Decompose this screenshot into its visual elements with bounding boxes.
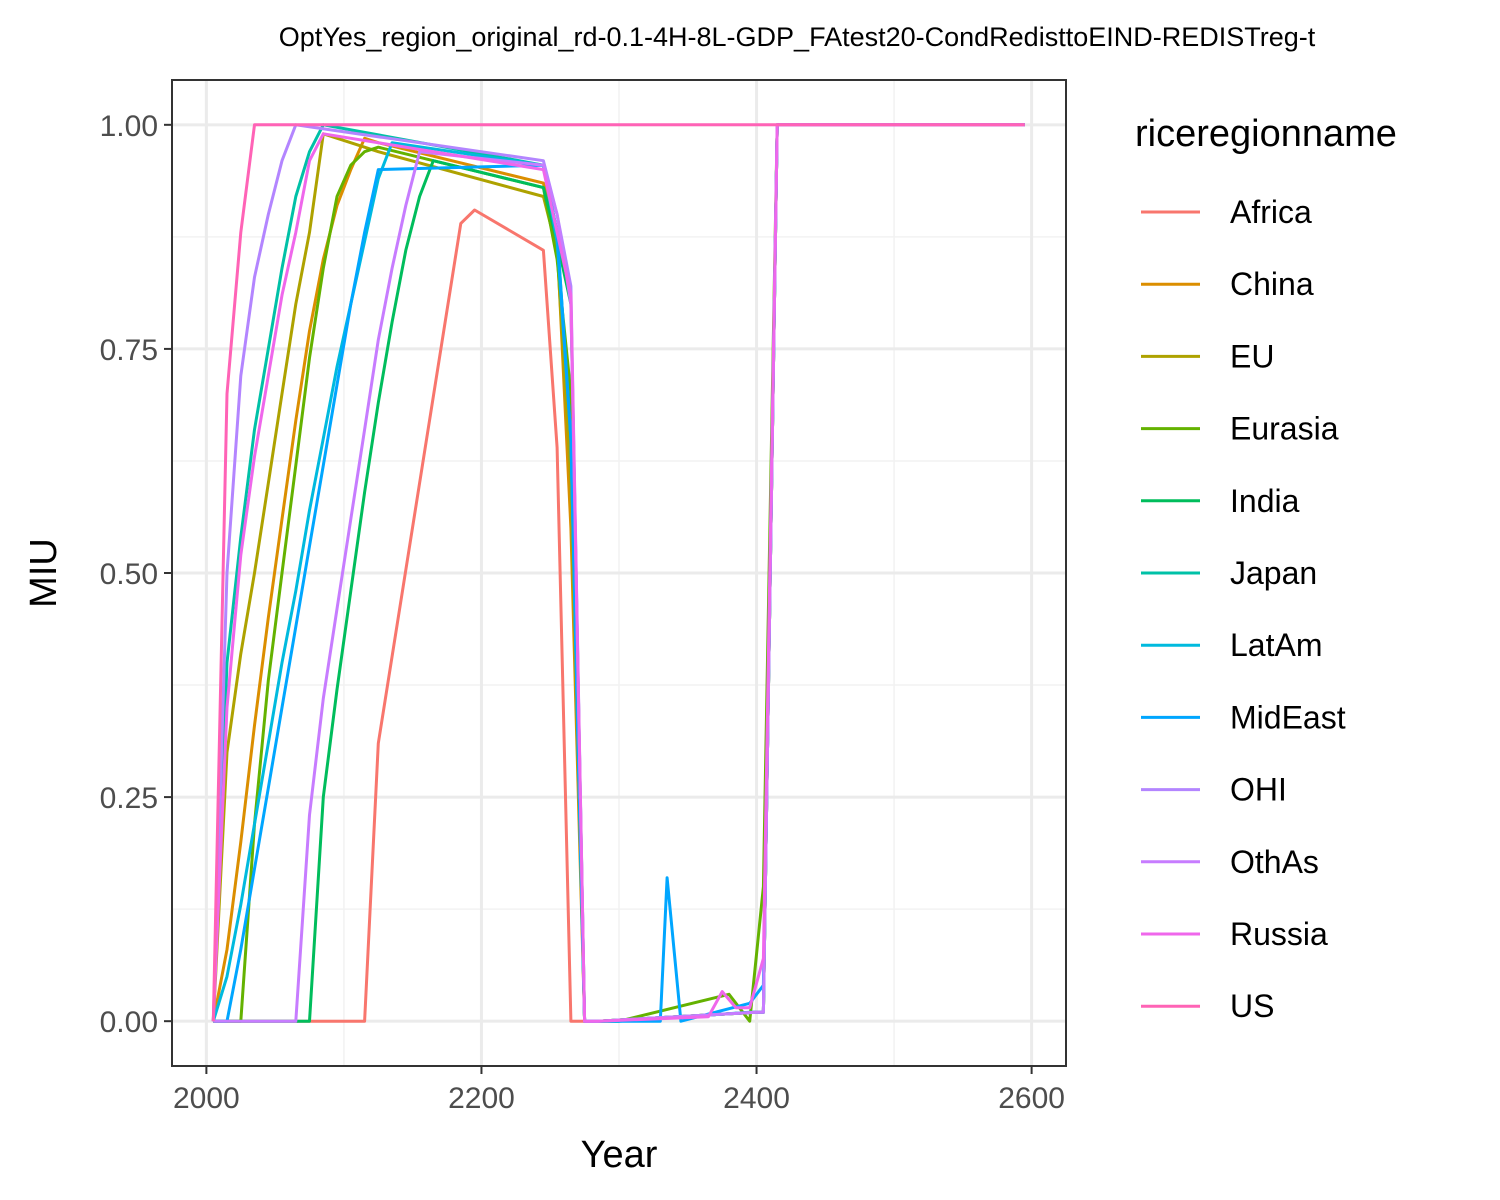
legend-label-us: US	[1230, 988, 1274, 1024]
legend-label-latam: LatAm	[1230, 627, 1322, 663]
y-tick-label: 0.50	[100, 558, 158, 591]
y-tick-label: 1.00	[100, 110, 158, 143]
y-tick-label: 0.75	[100, 334, 158, 367]
legend: riceregionname Africa China EU Eurasia India…	[1135, 113, 1397, 1024]
legend-label-eu: EU	[1230, 338, 1274, 374]
x-tick-label: 2000	[173, 1082, 240, 1115]
series-line-us	[211, 123, 1025, 1022]
series-lines	[211, 123, 1025, 1023]
x-tick-label: 2600	[998, 1082, 1065, 1115]
x-axis-title: Year	[581, 1134, 658, 1176]
x-axis: 2000 2200 2400 2600	[173, 1066, 1065, 1115]
legend-label-china: China	[1230, 266, 1314, 302]
x-tick-label: 2400	[723, 1082, 790, 1115]
legend-title: riceregionname	[1135, 113, 1397, 155]
series-line-othas	[213, 123, 1025, 1023]
legend-label-eurasia: Eurasia	[1230, 411, 1339, 447]
legend-label-ohi: OHI	[1230, 772, 1287, 808]
legend-label-india: India	[1230, 483, 1300, 519]
legend-label-russia: Russia	[1230, 916, 1328, 952]
y-tick-label: 0.00	[100, 1006, 158, 1039]
legend-label-japan: Japan	[1230, 555, 1317, 591]
y-tick-label: 0.25	[100, 782, 158, 815]
chart-title: OptYes_region_original_rd-0.1-4H-8L-GDP_…	[279, 22, 1316, 52]
y-axis-title: MIU	[23, 538, 65, 608]
x-tick-label: 2200	[448, 1082, 515, 1115]
legend-label-mideast: MidEast	[1230, 699, 1346, 735]
series-line-russia	[211, 123, 1025, 1023]
legend-label-othas: OthAs	[1230, 844, 1319, 880]
series-line-mideast	[213, 123, 1025, 1023]
y-axis: 0.00 0.25 0.50 0.75 1.00	[100, 110, 172, 1039]
legend-label-africa: Africa	[1230, 194, 1312, 230]
